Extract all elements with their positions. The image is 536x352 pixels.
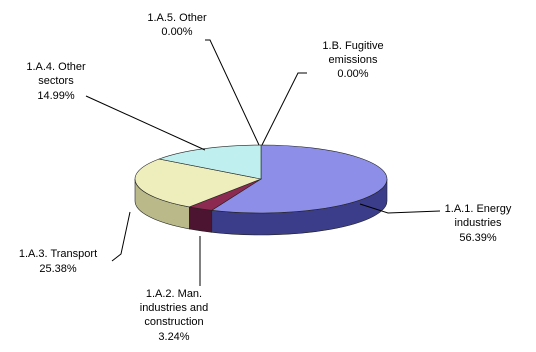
value-other: 0.00% <box>161 26 192 38</box>
leader-line-energy <box>359 203 441 214</box>
label-other-line-1: 1.A.5. Other <box>147 12 207 24</box>
pie-slice-energy <box>210 144 388 214</box>
pie-slices <box>134 144 388 214</box>
leader-line-fugitive <box>261 72 307 146</box>
leader-line-other <box>205 39 260 146</box>
pie-slice-other-sectors <box>158 144 262 180</box>
leader-lines <box>85 39 441 286</box>
pie-slice-transport <box>134 158 263 208</box>
label-energy-line-1: 1.A.1. Energy <box>445 203 512 215</box>
label-fugitive: 1.B. Fugitive emissions 0.00% <box>322 40 383 80</box>
label-energy-line-2: industries <box>454 217 502 229</box>
label-other-sectors-line-1: 1.A.4. Other <box>26 61 86 73</box>
label-other-sectors: 1.A.4. Other sectors 14.99% <box>26 61 86 102</box>
value-other-sectors: 14.99% <box>37 90 75 102</box>
label-other-sectors-line-2: sectors <box>38 75 74 87</box>
label-man-line-1: 1.A.2. Man. <box>146 288 202 300</box>
leader-line-transport <box>111 211 131 262</box>
label-other: 1.A.5. Other 0.00% <box>147 12 207 38</box>
pie-side-man <box>189 206 213 233</box>
label-man: 1.A.2. Man. industries and construction … <box>140 288 209 343</box>
value-man: 3.24% <box>158 331 189 343</box>
label-fugitive-line-1: 1.B. Fugitive <box>322 40 383 52</box>
label-fugitive-line-2: emissions <box>329 54 378 66</box>
value-fugitive: 0.00% <box>337 68 368 80</box>
label-man-line-2: industries and <box>140 302 209 314</box>
label-energy: 1.A.1. Energy industries 56.39% <box>445 203 512 244</box>
value-energy: 56.39% <box>459 232 497 244</box>
leader-line-other-sectors <box>85 95 206 151</box>
label-transport-line-1: 1.A.3. Transport <box>19 248 97 260</box>
label-man-line-3: construction <box>144 316 203 328</box>
value-transport: 25.38% <box>39 263 77 275</box>
label-transport: 1.A.3. Transport 25.38% <box>19 248 97 275</box>
